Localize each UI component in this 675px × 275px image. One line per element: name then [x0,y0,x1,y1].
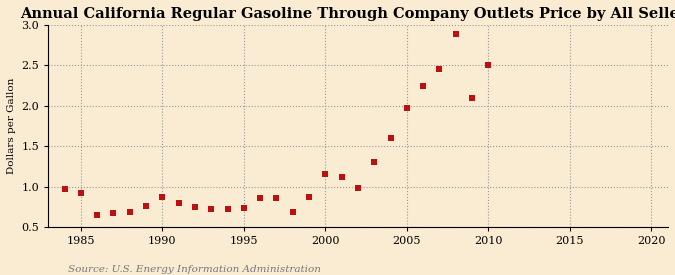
Point [418,83,429,88]
Point [483,62,493,67]
Point [466,95,477,100]
Point [206,207,217,211]
Point [222,207,233,211]
Point [385,136,396,140]
Point [271,196,282,200]
Point [320,172,331,177]
Text: Source: U.S. Energy Information Administration: Source: U.S. Energy Information Administ… [68,265,321,274]
Point [108,211,119,216]
Point [288,210,298,215]
Point [402,106,412,110]
Point [450,32,461,36]
Y-axis label: Dollars per Gallon: Dollars per Gallon [7,78,16,174]
Point [352,186,363,190]
Point [434,66,445,71]
Title: Annual California Regular Gasoline Through Company Outlets Price by All Sellers: Annual California Regular Gasoline Throu… [20,7,675,21]
Point [157,195,168,199]
Point [304,195,315,199]
Point [336,175,347,179]
Point [190,205,200,209]
Point [76,191,86,195]
Point [173,200,184,205]
Point [140,204,151,208]
Point [92,213,103,217]
Point [369,160,379,164]
Point [124,210,135,215]
Point [238,205,249,210]
Point [254,196,265,200]
Point [59,187,70,191]
